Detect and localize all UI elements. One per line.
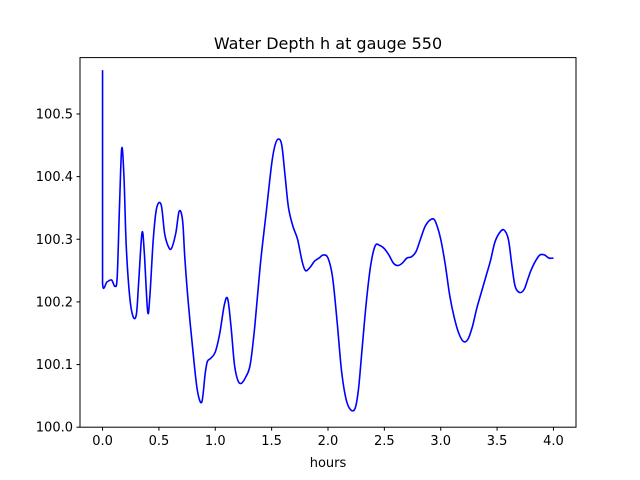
y-tick-label: 100.0 [36,421,73,436]
y-tick-label: 100.2 [36,295,73,310]
plot-frame [79,57,577,428]
x-axis: 0.0 0.5 1.0 1.5 2.0 2.5 3.0 3.5 4.0 [92,427,564,449]
y-axis: 100.0 100.1 100.2 100.3 100.4 100.5 [36,107,80,436]
x-tick-label: 1.0 [205,434,226,449]
x-tick-label: 3.5 [487,434,508,449]
chart-title: Water Depth h at gauge 550 [214,34,442,53]
x-tick-label: 4.0 [543,434,564,449]
x-tick-label: 2.0 [318,434,339,449]
x-tick-label: 0.0 [92,434,113,449]
y-tick-label: 100.5 [36,107,73,122]
x-tick-label: 1.5 [261,434,282,449]
y-tick-label: 100.1 [36,358,73,373]
y-tick-label: 100.4 [36,170,73,185]
x-tick-label: 3.0 [430,434,451,449]
x-tick-label: 0.5 [149,434,170,449]
x-axis-label: hours [310,456,347,471]
y-tick-label: 100.3 [36,233,73,248]
series-line [101,70,554,412]
x-tick-label: 2.5 [374,434,395,449]
